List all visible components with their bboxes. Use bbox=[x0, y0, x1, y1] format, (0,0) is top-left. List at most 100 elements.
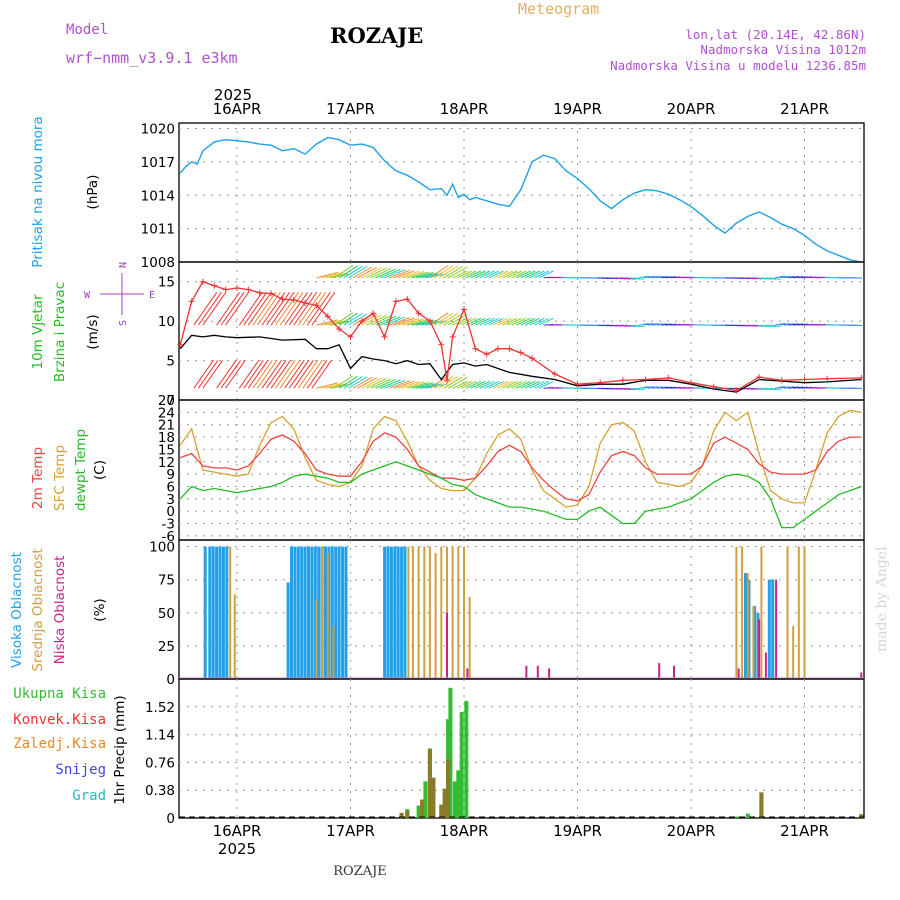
wind-arrow bbox=[793, 386, 804, 389]
mid-cloud-bar bbox=[746, 573, 749, 679]
x-tick-label: 17APR bbox=[326, 822, 375, 840]
panel-frame bbox=[178, 678, 865, 819]
wind-arrow bbox=[235, 292, 258, 325]
wind-arrow bbox=[352, 266, 373, 279]
wind-arrow bbox=[534, 270, 550, 279]
wind-arrow bbox=[388, 269, 410, 279]
mid-cloud-bar bbox=[741, 546, 744, 679]
wind-arrow bbox=[388, 380, 410, 389]
wind-arrow bbox=[484, 317, 500, 326]
panel-frame bbox=[178, 122, 865, 263]
gust-marker bbox=[336, 326, 343, 333]
wind-arrow bbox=[534, 317, 550, 326]
wind-arrow bbox=[788, 323, 799, 326]
wind-arrow bbox=[475, 270, 491, 279]
wind-arrow bbox=[402, 318, 424, 326]
wind-arrow bbox=[784, 386, 795, 389]
gust-marker bbox=[358, 318, 365, 325]
wind-arrow bbox=[288, 292, 313, 326]
x-tick-label: 20APR bbox=[667, 100, 716, 118]
wind-arrow bbox=[316, 319, 338, 326]
wind-arrow bbox=[220, 292, 245, 326]
wind-arrow bbox=[643, 323, 654, 326]
wind-arrow bbox=[261, 292, 286, 326]
wind-arrow bbox=[625, 387, 636, 391]
wind-arrow bbox=[470, 380, 486, 389]
total-precip-bar bbox=[452, 781, 457, 818]
wind-arrow bbox=[493, 380, 509, 389]
wind-arrow bbox=[256, 360, 278, 389]
wind-arrow bbox=[497, 317, 513, 326]
wind-arrow bbox=[538, 270, 554, 279]
gust-marker bbox=[495, 345, 502, 352]
sfc-temp-line bbox=[179, 409, 862, 508]
wind-arrow bbox=[797, 323, 808, 326]
mid-cloud-bar bbox=[463, 546, 465, 679]
high-cloud-bar bbox=[389, 546, 393, 679]
wind-arrow bbox=[529, 317, 545, 326]
legend-conv-rain: Konvek.Kisa bbox=[13, 712, 106, 728]
mid-cloud-bar bbox=[792, 626, 795, 679]
wind-arrow bbox=[407, 271, 429, 279]
wind-arrow bbox=[275, 292, 299, 326]
gust-marker bbox=[483, 351, 490, 358]
wind-arrow bbox=[270, 360, 292, 389]
wind-arrow bbox=[784, 323, 795, 326]
wind-arrow bbox=[379, 379, 401, 389]
total-precip-bar bbox=[448, 687, 453, 818]
mid-cloud-bar bbox=[786, 546, 789, 679]
gust-marker bbox=[290, 296, 297, 303]
mid-cloud-bar bbox=[315, 599, 318, 679]
wind-arrow bbox=[770, 387, 781, 391]
gust-marker bbox=[426, 318, 433, 325]
wind-arrow bbox=[774, 322, 785, 326]
wind-arrow bbox=[293, 360, 314, 389]
gust-marker bbox=[256, 289, 263, 296]
wind-arrow bbox=[416, 272, 438, 279]
wind-arrow bbox=[347, 266, 368, 279]
wind-arrow bbox=[252, 360, 273, 389]
wind-arrow bbox=[434, 312, 454, 326]
wind-arrow bbox=[488, 270, 504, 279]
wind-arrow bbox=[302, 292, 327, 326]
wind-arrow bbox=[343, 376, 363, 389]
gust-marker bbox=[313, 302, 320, 309]
high-cloud-bar bbox=[756, 612, 760, 679]
wind-arrow bbox=[366, 378, 387, 389]
high-cloud-bar bbox=[225, 546, 229, 679]
high-cloud-bar bbox=[337, 546, 341, 679]
wind-arrow bbox=[784, 275, 795, 279]
wind-arrow bbox=[647, 275, 658, 279]
wind-arrow bbox=[320, 382, 343, 389]
mid-cloud-bar bbox=[332, 626, 335, 679]
high-cloud-bar bbox=[303, 546, 307, 679]
wind-arrow bbox=[270, 292, 295, 326]
wind-arrow bbox=[797, 386, 808, 389]
wind-arrow bbox=[652, 275, 663, 279]
high-cloud-bar bbox=[293, 546, 297, 679]
wind-arrow bbox=[466, 380, 482, 389]
wind-arrow bbox=[438, 313, 459, 326]
wind-arrow bbox=[366, 267, 387, 279]
gust-marker bbox=[279, 296, 286, 303]
wind-arrow bbox=[534, 380, 550, 389]
wind-direction-arrows bbox=[193, 264, 863, 391]
y-tick-label: 75 bbox=[158, 573, 175, 589]
wind-arrow bbox=[429, 375, 449, 389]
wind-arrow bbox=[461, 270, 477, 279]
wind-arrow bbox=[288, 360, 310, 389]
mid-cloud-bar bbox=[411, 546, 414, 679]
gust-marker bbox=[756, 374, 763, 381]
wind-arrow bbox=[361, 377, 382, 389]
wind-arrow bbox=[752, 387, 763, 390]
y-tick-label: 1008 bbox=[141, 255, 175, 271]
panel-clouds: 0 25 50 75 100 bbox=[149, 539, 865, 688]
y-tick-label: 0 bbox=[166, 504, 175, 520]
wind-speed-line bbox=[179, 334, 862, 393]
high-cloud-bar bbox=[208, 546, 212, 679]
wind-arrow bbox=[506, 317, 522, 326]
wind-arrow bbox=[279, 360, 301, 389]
wind-arrow bbox=[343, 313, 363, 326]
wind-arrow bbox=[488, 317, 504, 326]
